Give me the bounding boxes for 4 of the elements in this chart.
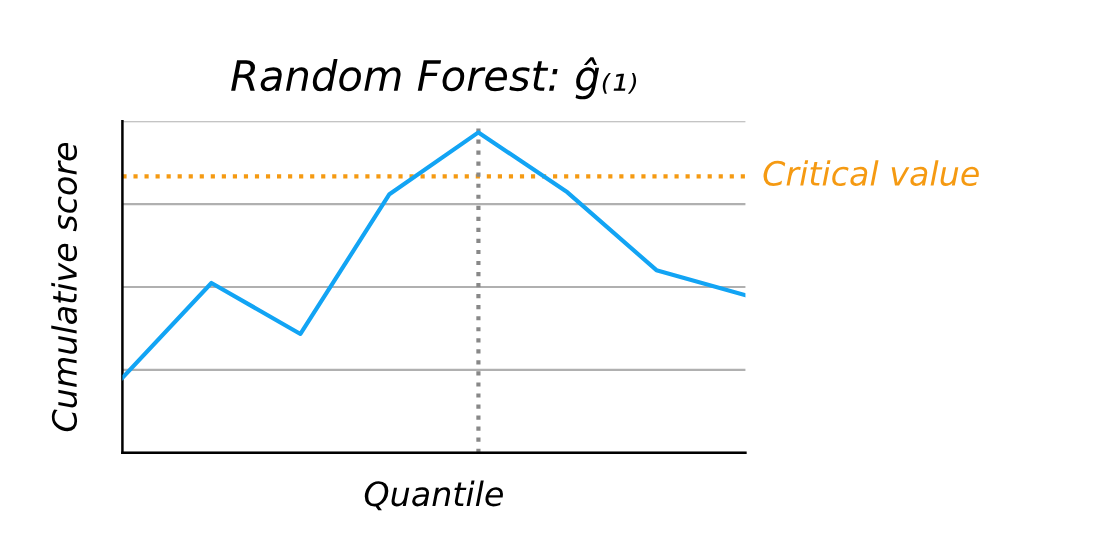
x-axis-title: Quantile bbox=[364, 480, 503, 511]
chart-title: Random Forest: ĝ₍₁₎ bbox=[231, 57, 637, 100]
ref-line-label: Critical value bbox=[763, 160, 979, 186]
y-axis-title: Cumulative score bbox=[51, 142, 78, 432]
